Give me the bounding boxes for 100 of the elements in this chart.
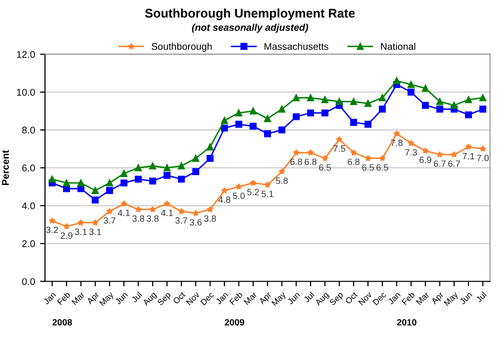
point [350, 118, 358, 126]
x-tick-label: May [444, 291, 460, 308]
point [450, 102, 458, 109]
point [164, 172, 170, 179]
point [393, 130, 400, 137]
x-tick-label: Nov [358, 291, 372, 306]
point [250, 122, 257, 130]
point [120, 170, 128, 177]
point [322, 154, 328, 162]
data-label: 6.7 [448, 160, 460, 167]
point [149, 162, 156, 170]
data-label: 4.1 [160, 210, 173, 216]
y-tick-label: 2.0 [22, 240, 35, 248]
x-tick-label: Jul [475, 291, 487, 303]
point [48, 217, 56, 224]
point [77, 179, 84, 186]
point [378, 94, 386, 102]
point [134, 164, 142, 172]
data-label: 3.8 [204, 215, 216, 222]
data-label: 3.1 [89, 228, 102, 236]
x-tick-label: Feb [229, 291, 243, 306]
x-tick-label: Aug [314, 292, 330, 308]
point [149, 178, 156, 185]
point [336, 136, 343, 142]
point [120, 200, 128, 207]
point [336, 98, 343, 106]
data-label: 6.8 [304, 158, 316, 165]
data-label: 6.7 [434, 160, 446, 167]
data-label: 7.5 [333, 145, 346, 152]
x-tick-label: Dec [372, 291, 387, 306]
point [321, 109, 328, 116]
x-tick-label: Jun [114, 292, 128, 305]
point [321, 96, 328, 104]
point [250, 108, 257, 114]
point [149, 206, 156, 212]
point [134, 176, 142, 183]
point [307, 149, 314, 156]
point [48, 176, 56, 183]
data-label: 3.2 [46, 226, 58, 234]
data-label: 6.8 [290, 158, 302, 165]
point [178, 176, 185, 183]
point [264, 130, 271, 138]
data-label: 6.5 [319, 164, 331, 171]
point [192, 154, 200, 162]
x-tick-label: Nov [186, 291, 200, 306]
point [479, 106, 486, 113]
data-label: 6.5 [362, 164, 374, 171]
y-tick-label: 6.0 [22, 164, 35, 172]
point [106, 208, 113, 214]
x-tick-label: Sep [156, 291, 172, 307]
point [134, 206, 142, 212]
point [192, 210, 200, 216]
point [378, 106, 386, 113]
y-tick-label: 4.0 [22, 202, 35, 210]
point [278, 168, 286, 175]
x-tick-label: May [99, 291, 116, 308]
point [292, 149, 300, 156]
text: 2008 [52, 319, 72, 326]
point [264, 181, 271, 188]
point [206, 144, 214, 150]
point [264, 115, 271, 122]
x-tick-label: Oct [344, 291, 358, 304]
point [464, 111, 472, 118]
point [464, 96, 472, 104]
point [278, 126, 286, 134]
point [235, 109, 242, 116]
point [92, 219, 99, 226]
point [479, 94, 486, 102]
point [436, 98, 444, 106]
data-label: 7.3 [405, 149, 417, 156]
x-tick-label: Apr [258, 291, 273, 306]
chart-title: Southborough Unemployment Rate [145, 8, 355, 20]
x-tick-label: Aug [142, 292, 158, 308]
point [92, 196, 99, 204]
data-label: 4.1 [118, 210, 130, 216]
point [307, 109, 314, 116]
x-tick-label: Jan [42, 292, 56, 305]
data-label: 7.1 [462, 152, 474, 160]
data-label: 5.0 [232, 192, 245, 200]
point [379, 154, 386, 162]
data-label: 3.6 [190, 219, 202, 226]
point [206, 206, 214, 212]
data-label: 6.9 [420, 156, 432, 164]
point [422, 102, 429, 109]
point [364, 120, 372, 128]
point [178, 208, 185, 214]
data-label: 6.8 [348, 158, 360, 165]
legend-label: Massachusetts [264, 42, 328, 50]
point [422, 84, 429, 92]
y-tick-label: 8.0 [22, 126, 35, 134]
data-label: 5.8 [276, 178, 288, 184]
x-tick-label: Feb [401, 291, 416, 306]
legend-label: National [380, 42, 416, 50]
data-label: 2.9 [60, 232, 72, 239]
point [364, 154, 372, 162]
point [235, 120, 242, 128]
point [393, 77, 400, 84]
x-tick-label: Mar [244, 291, 258, 306]
point [450, 151, 458, 158]
point [350, 98, 358, 106]
